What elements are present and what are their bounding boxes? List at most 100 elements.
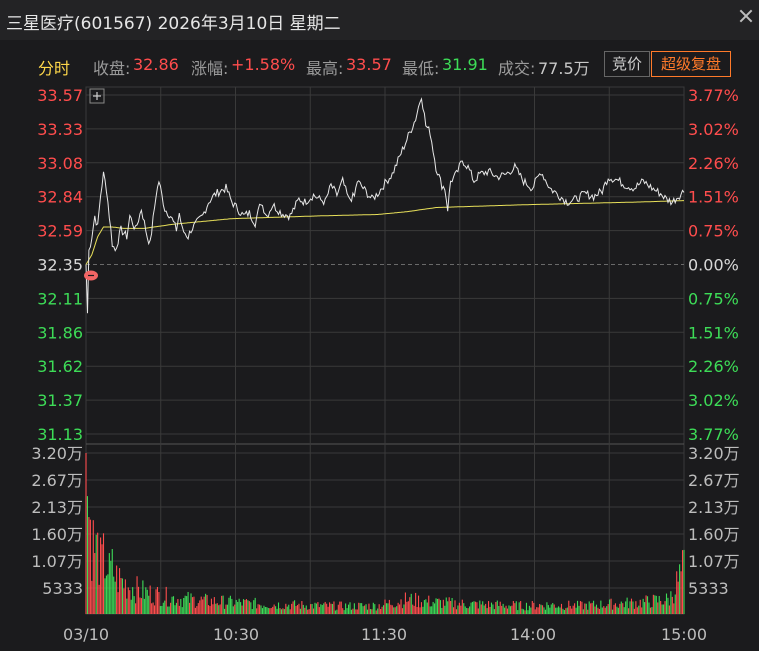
volume-bar <box>135 603 137 614</box>
volume-bar <box>294 600 296 614</box>
volume-bar <box>387 603 389 614</box>
volume-bar <box>679 564 681 614</box>
volume-bar <box>466 608 468 614</box>
volume-bar <box>649 607 652 614</box>
volume-bar <box>594 606 596 614</box>
volume-bar <box>673 603 675 614</box>
volume-bar <box>324 601 326 614</box>
volume-bar <box>89 519 91 614</box>
volume-bar <box>642 598 644 614</box>
volume-bar <box>385 603 388 614</box>
volume-bar <box>304 607 306 614</box>
volume-bar <box>407 601 409 614</box>
volume-bar <box>381 606 383 614</box>
volume-bar <box>231 598 233 614</box>
volume-bar <box>174 605 176 614</box>
volume-bar <box>301 601 303 614</box>
volume-bar <box>350 609 353 614</box>
volume-bar <box>356 609 358 614</box>
volume-bar <box>162 602 164 614</box>
volume-bar <box>259 604 261 614</box>
volume-bar <box>181 607 183 614</box>
super-replay-button[interactable]: 超级复盘 <box>651 51 731 77</box>
volume-bar <box>572 605 574 614</box>
volume-bar <box>95 534 97 614</box>
mode-label[interactable]: 分时 <box>38 59 71 78</box>
volume-bar <box>345 603 347 614</box>
volume-bar <box>161 605 163 614</box>
volume-bar <box>625 601 627 614</box>
volume-bar <box>369 609 371 614</box>
volume-bar <box>130 599 132 614</box>
volume-bar <box>458 602 460 614</box>
volume-bar <box>490 602 493 614</box>
volume-bar <box>88 517 90 614</box>
volume-bar <box>213 597 215 614</box>
volume-bar <box>273 604 275 614</box>
volume-bar <box>377 608 379 614</box>
volume-label: 成交: <box>498 59 536 78</box>
volume-bar <box>680 571 682 614</box>
volume-bar <box>495 601 497 614</box>
volume-bar <box>343 610 345 614</box>
price-tick-label: 31.86 <box>37 323 83 342</box>
volume-bar <box>521 608 523 614</box>
volume-bar <box>232 606 234 614</box>
volume-bar <box>644 602 646 614</box>
volume-bar <box>587 609 589 614</box>
volume-bar <box>318 607 320 614</box>
volume-bar <box>209 605 211 614</box>
volume-bar <box>396 606 398 614</box>
volume-bar <box>600 600 602 614</box>
volume-bar <box>251 609 253 614</box>
volume-bar <box>167 606 169 614</box>
average-price-line <box>85 200 684 265</box>
volume-bar <box>420 602 423 614</box>
volume-bar <box>329 602 331 614</box>
volume-bar <box>148 595 150 614</box>
volume-bar <box>101 544 103 614</box>
percent-tick-label: 1.51% <box>688 323 739 342</box>
volume-bar <box>275 606 277 614</box>
volume-bar <box>423 600 425 614</box>
volume-bar <box>285 603 287 614</box>
volume-bar <box>292 601 294 614</box>
volume-bar <box>315 603 317 614</box>
volume-bar <box>502 603 504 614</box>
volume-bar <box>524 610 526 614</box>
volume-bar <box>336 609 338 614</box>
volume-bar <box>172 596 175 614</box>
volume-tick-label-right: 5333 <box>688 579 729 598</box>
volume-bar <box>191 597 194 614</box>
volume-tick-label: 1.07万 <box>31 552 83 571</box>
volume-bar <box>544 609 546 614</box>
volume-bar <box>359 603 361 614</box>
volume-bar <box>425 599 427 614</box>
volume-bar <box>375 610 377 614</box>
volume-bar <box>305 605 307 614</box>
volume-bar <box>165 586 167 614</box>
volume-bar <box>480 604 482 614</box>
volume-bar <box>626 597 628 614</box>
volume-bar <box>534 609 536 614</box>
auction-button[interactable]: 竞价 <box>604 51 650 77</box>
time-label: 10:30 <box>213 625 259 644</box>
volume-bar <box>194 607 196 614</box>
volume-bar <box>547 605 549 614</box>
time-label: 11:30 <box>361 625 407 644</box>
volume-bar <box>565 608 567 614</box>
volume-bar <box>560 603 563 614</box>
volume-bar <box>655 595 657 614</box>
volume-bar <box>435 598 437 614</box>
volume-bar <box>244 599 246 614</box>
volume-bar <box>394 607 396 614</box>
volume-bar <box>575 607 577 614</box>
volume-bar <box>552 603 554 614</box>
window-title: 三星医疗(601567) 2026年3月10日 星期二 <box>6 14 341 34</box>
volume-bar <box>617 607 619 614</box>
volume-bar <box>676 571 678 614</box>
volume-bar <box>272 606 274 614</box>
volume-bar <box>105 575 107 614</box>
volume-bar <box>463 603 465 614</box>
